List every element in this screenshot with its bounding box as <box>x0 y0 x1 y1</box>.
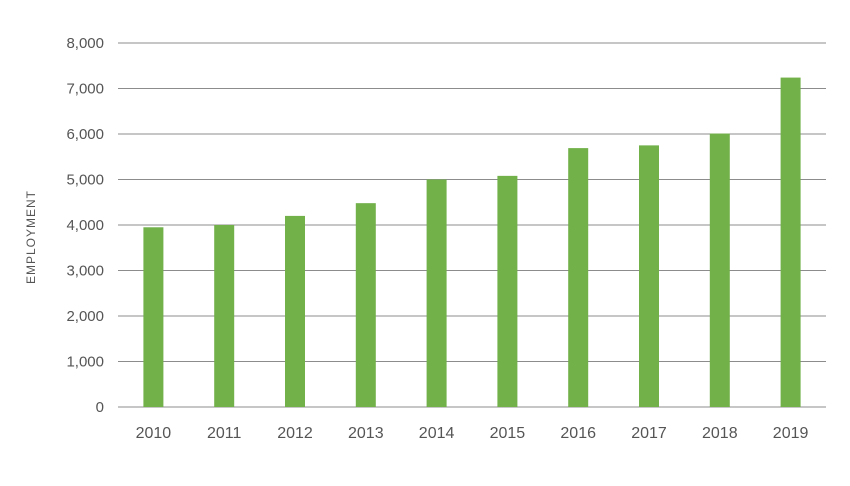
y-tick-label: 5,000 <box>66 172 104 189</box>
x-axis-tick-labels: 2010 2011 2012 2013 2014 2015 2016 2017 2018 2019 <box>136 425 809 442</box>
bar-2015 <box>497 175 518 407</box>
x-tick-label: 2017 <box>631 425 667 442</box>
x-tick-label: 2018 <box>702 425 738 442</box>
y-tick-label: 7,000 <box>66 81 104 98</box>
y-tick-label: 1,000 <box>66 354 104 371</box>
y-tick-label: 2,000 <box>66 308 104 325</box>
y-tick-label: 0 <box>96 399 104 416</box>
x-tick-label: 2019 <box>773 425 809 442</box>
x-tick-label: 2012 <box>277 425 313 442</box>
bar-2011 <box>214 225 235 407</box>
bar-2013 <box>355 203 376 407</box>
bar-2017 <box>639 145 659 407</box>
bar-2018 <box>709 133 730 408</box>
y-tick-label: 4,000 <box>66 217 104 234</box>
x-tick-label: 2016 <box>560 425 596 442</box>
x-tick-label: 2010 <box>136 425 172 442</box>
gridlines <box>118 42 826 408</box>
bar-2016 <box>568 148 589 408</box>
x-tick-label: 2014 <box>419 425 455 442</box>
bar-2019 <box>780 77 801 407</box>
x-tick-label: 2015 <box>490 425 526 442</box>
y-axis-title: EMPLOYMENT <box>24 190 38 284</box>
bars <box>143 77 801 408</box>
bar-2010 <box>143 227 164 407</box>
x-tick-label: 2011 <box>207 425 242 442</box>
x-tick-label: 2013 <box>348 425 384 442</box>
bar-2012 <box>285 215 305 407</box>
y-tick-label: 3,000 <box>66 263 104 280</box>
y-tick-label: 6,000 <box>66 126 104 143</box>
bar-2014 <box>426 179 447 407</box>
y-axis-tick-labels: 0 1,000 2,000 3,000 4,000 5,000 6,000 7,000 8,00… <box>66 35 104 416</box>
y-tick-label: 8,000 <box>66 35 104 52</box>
